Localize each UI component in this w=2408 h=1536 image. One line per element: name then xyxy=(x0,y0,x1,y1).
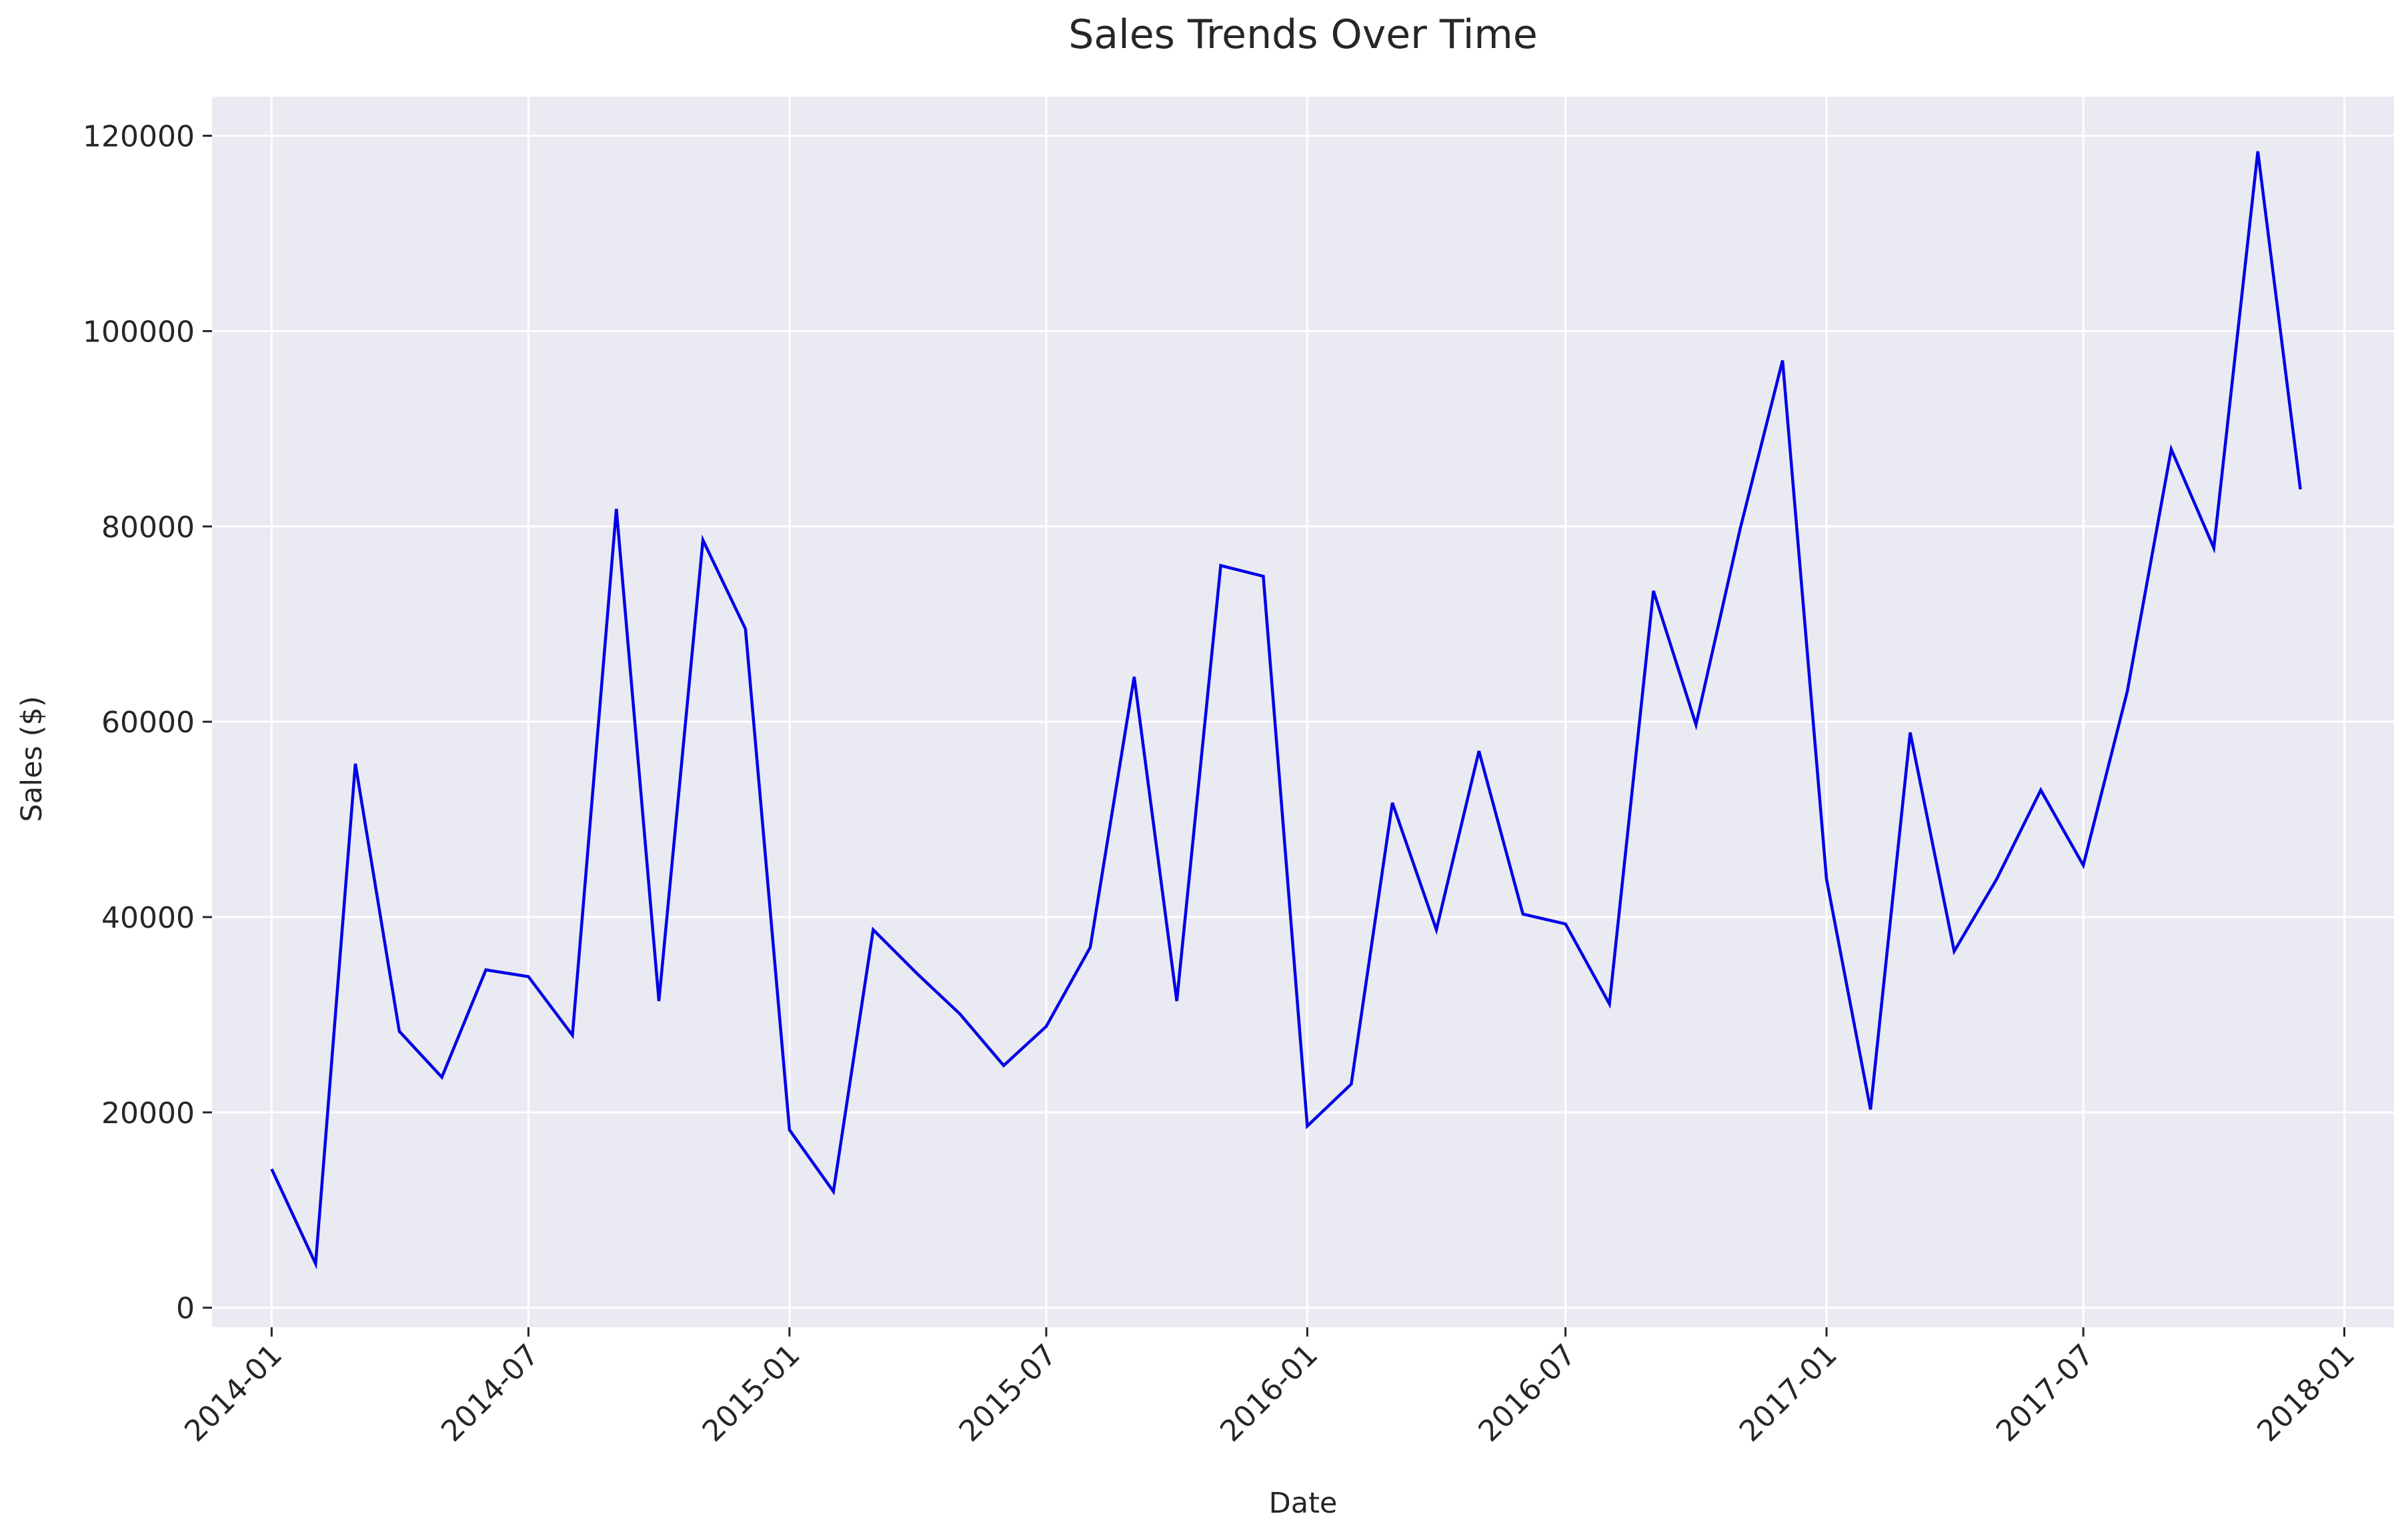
y-tick-label: 20000 xyxy=(101,1096,195,1130)
sales-series-line xyxy=(270,151,2302,1270)
y-tick-label: 60000 xyxy=(101,706,195,740)
chart-title: Sales Trends Over Time xyxy=(1068,11,1538,58)
y-axis-label: Sales ($) xyxy=(15,696,49,822)
y-tick-label: 100000 xyxy=(83,315,195,349)
y-tick-label: 80000 xyxy=(101,510,195,544)
grid-lines xyxy=(212,97,2394,1327)
plot-area xyxy=(212,97,2394,1327)
y-tick-label: 40000 xyxy=(101,901,195,935)
y-tick-label: 120000 xyxy=(83,120,195,154)
x-axis-label: Date xyxy=(1269,1487,1338,1520)
y-tick-label: 0 xyxy=(176,1292,195,1326)
series-layer xyxy=(270,151,2302,1270)
